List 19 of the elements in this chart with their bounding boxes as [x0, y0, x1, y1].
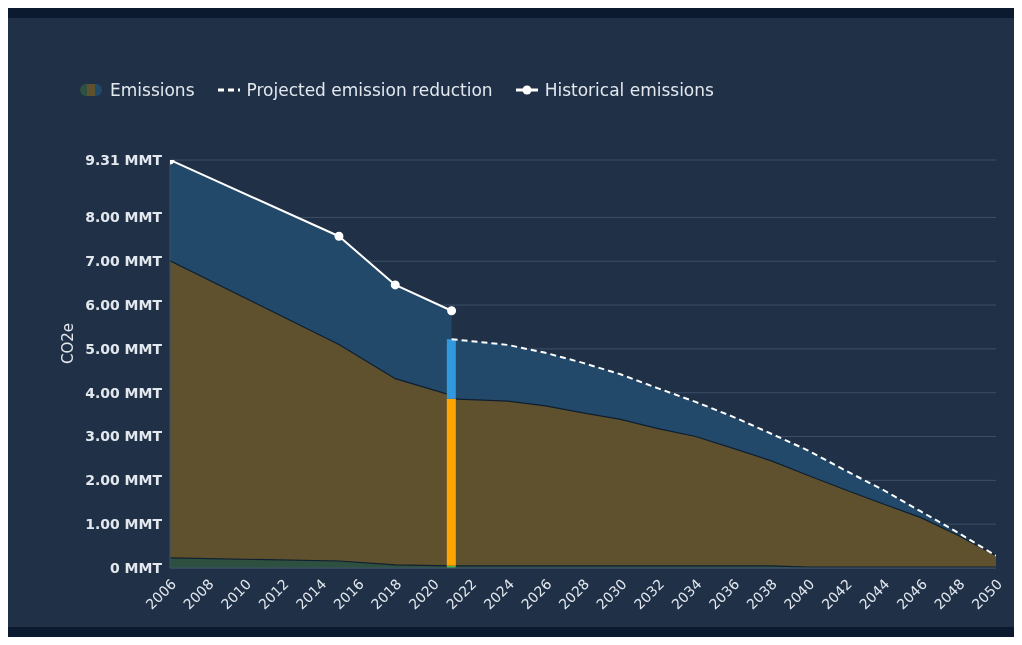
y-axis-title: CO2e [59, 322, 78, 364]
y-tick-label: 8.00 MMT [85, 209, 163, 226]
y-tick-label: 5.00 MMT [85, 340, 163, 357]
point [390, 280, 400, 290]
legend-label: Historical emissions [544, 80, 714, 100]
y-tick-label: 6.00 MMT [85, 297, 163, 314]
bar [446, 398, 456, 566]
point [447, 306, 457, 316]
legend-label: Projected emission reduction [246, 80, 493, 100]
legend-label: Emissions [110, 80, 195, 100]
y-tick-label: 1.00 MMT [85, 516, 163, 533]
y-tick-label: 3.00 MMT [85, 428, 163, 445]
y-tick-label: 0 MMT [109, 559, 163, 576]
bar [446, 339, 456, 399]
y-tick-label: 2.00 MMT [85, 472, 163, 489]
y-tick-label: 7.00 MMT [85, 253, 163, 270]
y-tick-label: 9.31 MMT [85, 151, 163, 168]
point [334, 231, 344, 241]
y-tick-label: 4.00 MMT [85, 384, 163, 401]
